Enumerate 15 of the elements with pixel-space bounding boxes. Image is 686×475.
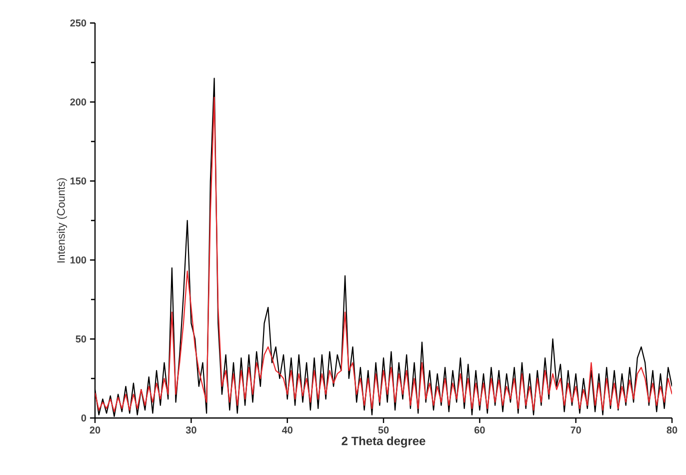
x-axis-title: 2 Theta degree — [342, 436, 426, 448]
y-tick-label: 100 — [70, 256, 86, 264]
x-tick-label: 20 — [90, 426, 100, 434]
y-axis-title: Intensity (Counts) — [56, 178, 68, 262]
y-tick-label: 150 — [70, 177, 86, 185]
y-tick-label: 50 — [76, 335, 86, 343]
y-tick-label: 200 — [70, 98, 86, 106]
x-tick-label: 60 — [474, 426, 485, 434]
x-tick-label: 70 — [570, 426, 581, 434]
y-tick-label: 0 — [81, 414, 86, 422]
y-tick-label: 250 — [70, 19, 86, 27]
x-tick-label: 40 — [282, 426, 292, 434]
x-tick-label: 80 — [666, 426, 678, 434]
x-tick-label: 30 — [186, 426, 196, 434]
x-tick-label: 50 — [378, 426, 389, 434]
